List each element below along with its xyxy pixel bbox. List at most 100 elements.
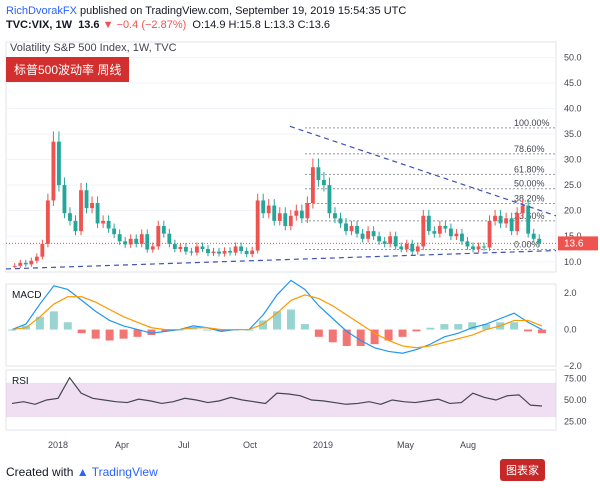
macd-histogram-bar — [105, 329, 114, 341]
candle-body — [283, 213, 288, 226]
macd-histogram-bar — [384, 329, 393, 341]
author-link[interactable]: RichDvorakFX — [6, 5, 77, 17]
candle-body — [101, 220, 106, 224]
candle-body — [239, 246, 244, 252]
candle-body — [520, 205, 525, 214]
candle-body — [327, 185, 332, 214]
chinese-label-badge: 标普500波动率 周线 — [6, 57, 130, 82]
candle-body — [29, 260, 34, 265]
tradingview-logo-icon: ▲ — [76, 465, 89, 479]
support-trendline — [5, 249, 557, 270]
macd-histogram-bar — [8, 329, 16, 331]
candle-body — [95, 203, 100, 224]
candle-body — [228, 251, 233, 253]
macd-histogram-bar — [454, 324, 463, 330]
macd-tick-label: 0.0 — [564, 325, 577, 335]
candle-body — [62, 185, 67, 214]
rsi-title: RSI — [12, 376, 29, 387]
macd-histogram-bar — [356, 329, 365, 346]
candle-body — [487, 220, 492, 248]
price-tick-label: 45.0 — [564, 78, 582, 88]
candle-body — [349, 226, 354, 232]
x-axis-label: Oct — [243, 440, 258, 450]
candle-body — [45, 200, 50, 244]
candle-body — [134, 238, 139, 244]
candle-body — [410, 243, 415, 252]
price-tick-label: 10.0 — [564, 257, 582, 267]
macd-histogram-bar — [314, 329, 323, 337]
price-tick-label: 35.0 — [564, 129, 582, 139]
candle-body — [537, 238, 542, 244]
macd-histogram-bar — [35, 316, 44, 330]
ohlc-values: O:14.9 H:15.8 L:13.3 C:13.6 — [192, 19, 331, 31]
candle-body — [344, 223, 348, 232]
x-axis-label: Jul — [178, 440, 190, 450]
created-with-text: Created with — [6, 465, 74, 479]
candle-body — [355, 226, 359, 234]
candle-body — [526, 205, 531, 234]
candle-body — [294, 210, 299, 216]
candle-body — [305, 203, 310, 219]
candle-body — [316, 167, 321, 180]
candle-body — [421, 215, 426, 247]
footer: Created with ▲ TradingView — [0, 458, 600, 488]
main-chart-title: Volatility S&P 500 Index, 1W, TVC — [10, 42, 177, 54]
macd-histogram-bar — [468, 322, 477, 330]
candle-body — [73, 220, 78, 232]
candle-body — [531, 233, 536, 239]
signal-line — [11, 294, 543, 349]
candle-body — [415, 246, 420, 252]
macd-histogram-bar — [538, 329, 546, 334]
candle-body — [310, 167, 315, 203]
candle-body — [156, 226, 161, 247]
candle-body — [211, 251, 216, 254]
candle-body — [145, 234, 150, 250]
candle-body — [172, 243, 177, 249]
resistance-trendline — [289, 125, 557, 217]
macd-histogram-bar — [440, 324, 449, 330]
candle-body — [112, 228, 117, 235]
fib-level-label: 78.60% — [514, 144, 545, 154]
candle-body — [34, 256, 39, 261]
symbol-label: TVC:VIX, 1W — [6, 19, 73, 31]
candle-body — [40, 243, 45, 257]
candle-body — [51, 141, 56, 201]
macd-histogram-bar — [63, 322, 72, 330]
candle-body — [437, 226, 442, 234]
candle-body — [139, 234, 144, 244]
header-row-2: TVC:VIX, 1W 13.6 ▼ −0.4 (−2.87%) O:14.9 … — [6, 18, 594, 32]
macd-histogram-bar — [426, 327, 435, 330]
candle-body — [515, 213, 520, 232]
candle-body — [90, 203, 94, 209]
candle-body — [465, 241, 470, 247]
candle-body — [23, 262, 28, 265]
last-price-label: 13.6 — [564, 238, 584, 249]
macd-histogram-bar — [398, 329, 407, 337]
macd-histogram-bar — [510, 322, 519, 330]
candle-body — [128, 238, 133, 245]
candle-body — [222, 251, 227, 254]
macd-line — [11, 279, 543, 354]
rsi-tick-label: 25.00 — [564, 416, 587, 426]
macd-histogram-bar — [482, 324, 491, 330]
macd-tick-label: −2.0 — [564, 361, 582, 371]
fib-level-label: 38.20% — [514, 194, 545, 204]
candle-body — [338, 218, 343, 224]
macd-histogram-bar — [147, 329, 156, 336]
candle-body — [244, 251, 249, 255]
candle-body — [393, 236, 398, 247]
rsi-band — [6, 382, 556, 418]
fib-level-label: 50.00% — [514, 179, 545, 189]
tradingview-brand[interactable]: TradingView — [91, 465, 158, 479]
candle-body — [233, 246, 238, 253]
chart-canvas[interactable]: 50.0 45.0 40.0 35.0 30.0 25.0 20.0 15.0 10.0 100.… — [0, 36, 600, 458]
x-axis-label: 2019 — [313, 440, 333, 450]
candle-body — [200, 246, 205, 249]
publisher-logo: 图表家 — [500, 459, 545, 481]
macd-histogram-bar — [161, 329, 170, 332]
macd-histogram-bar — [328, 329, 337, 343]
price-tick-label: 30.0 — [564, 155, 582, 165]
candle-body — [388, 236, 393, 244]
fib-level-label: 100.00% — [514, 118, 550, 128]
x-axis-label: 2018 — [48, 440, 68, 450]
